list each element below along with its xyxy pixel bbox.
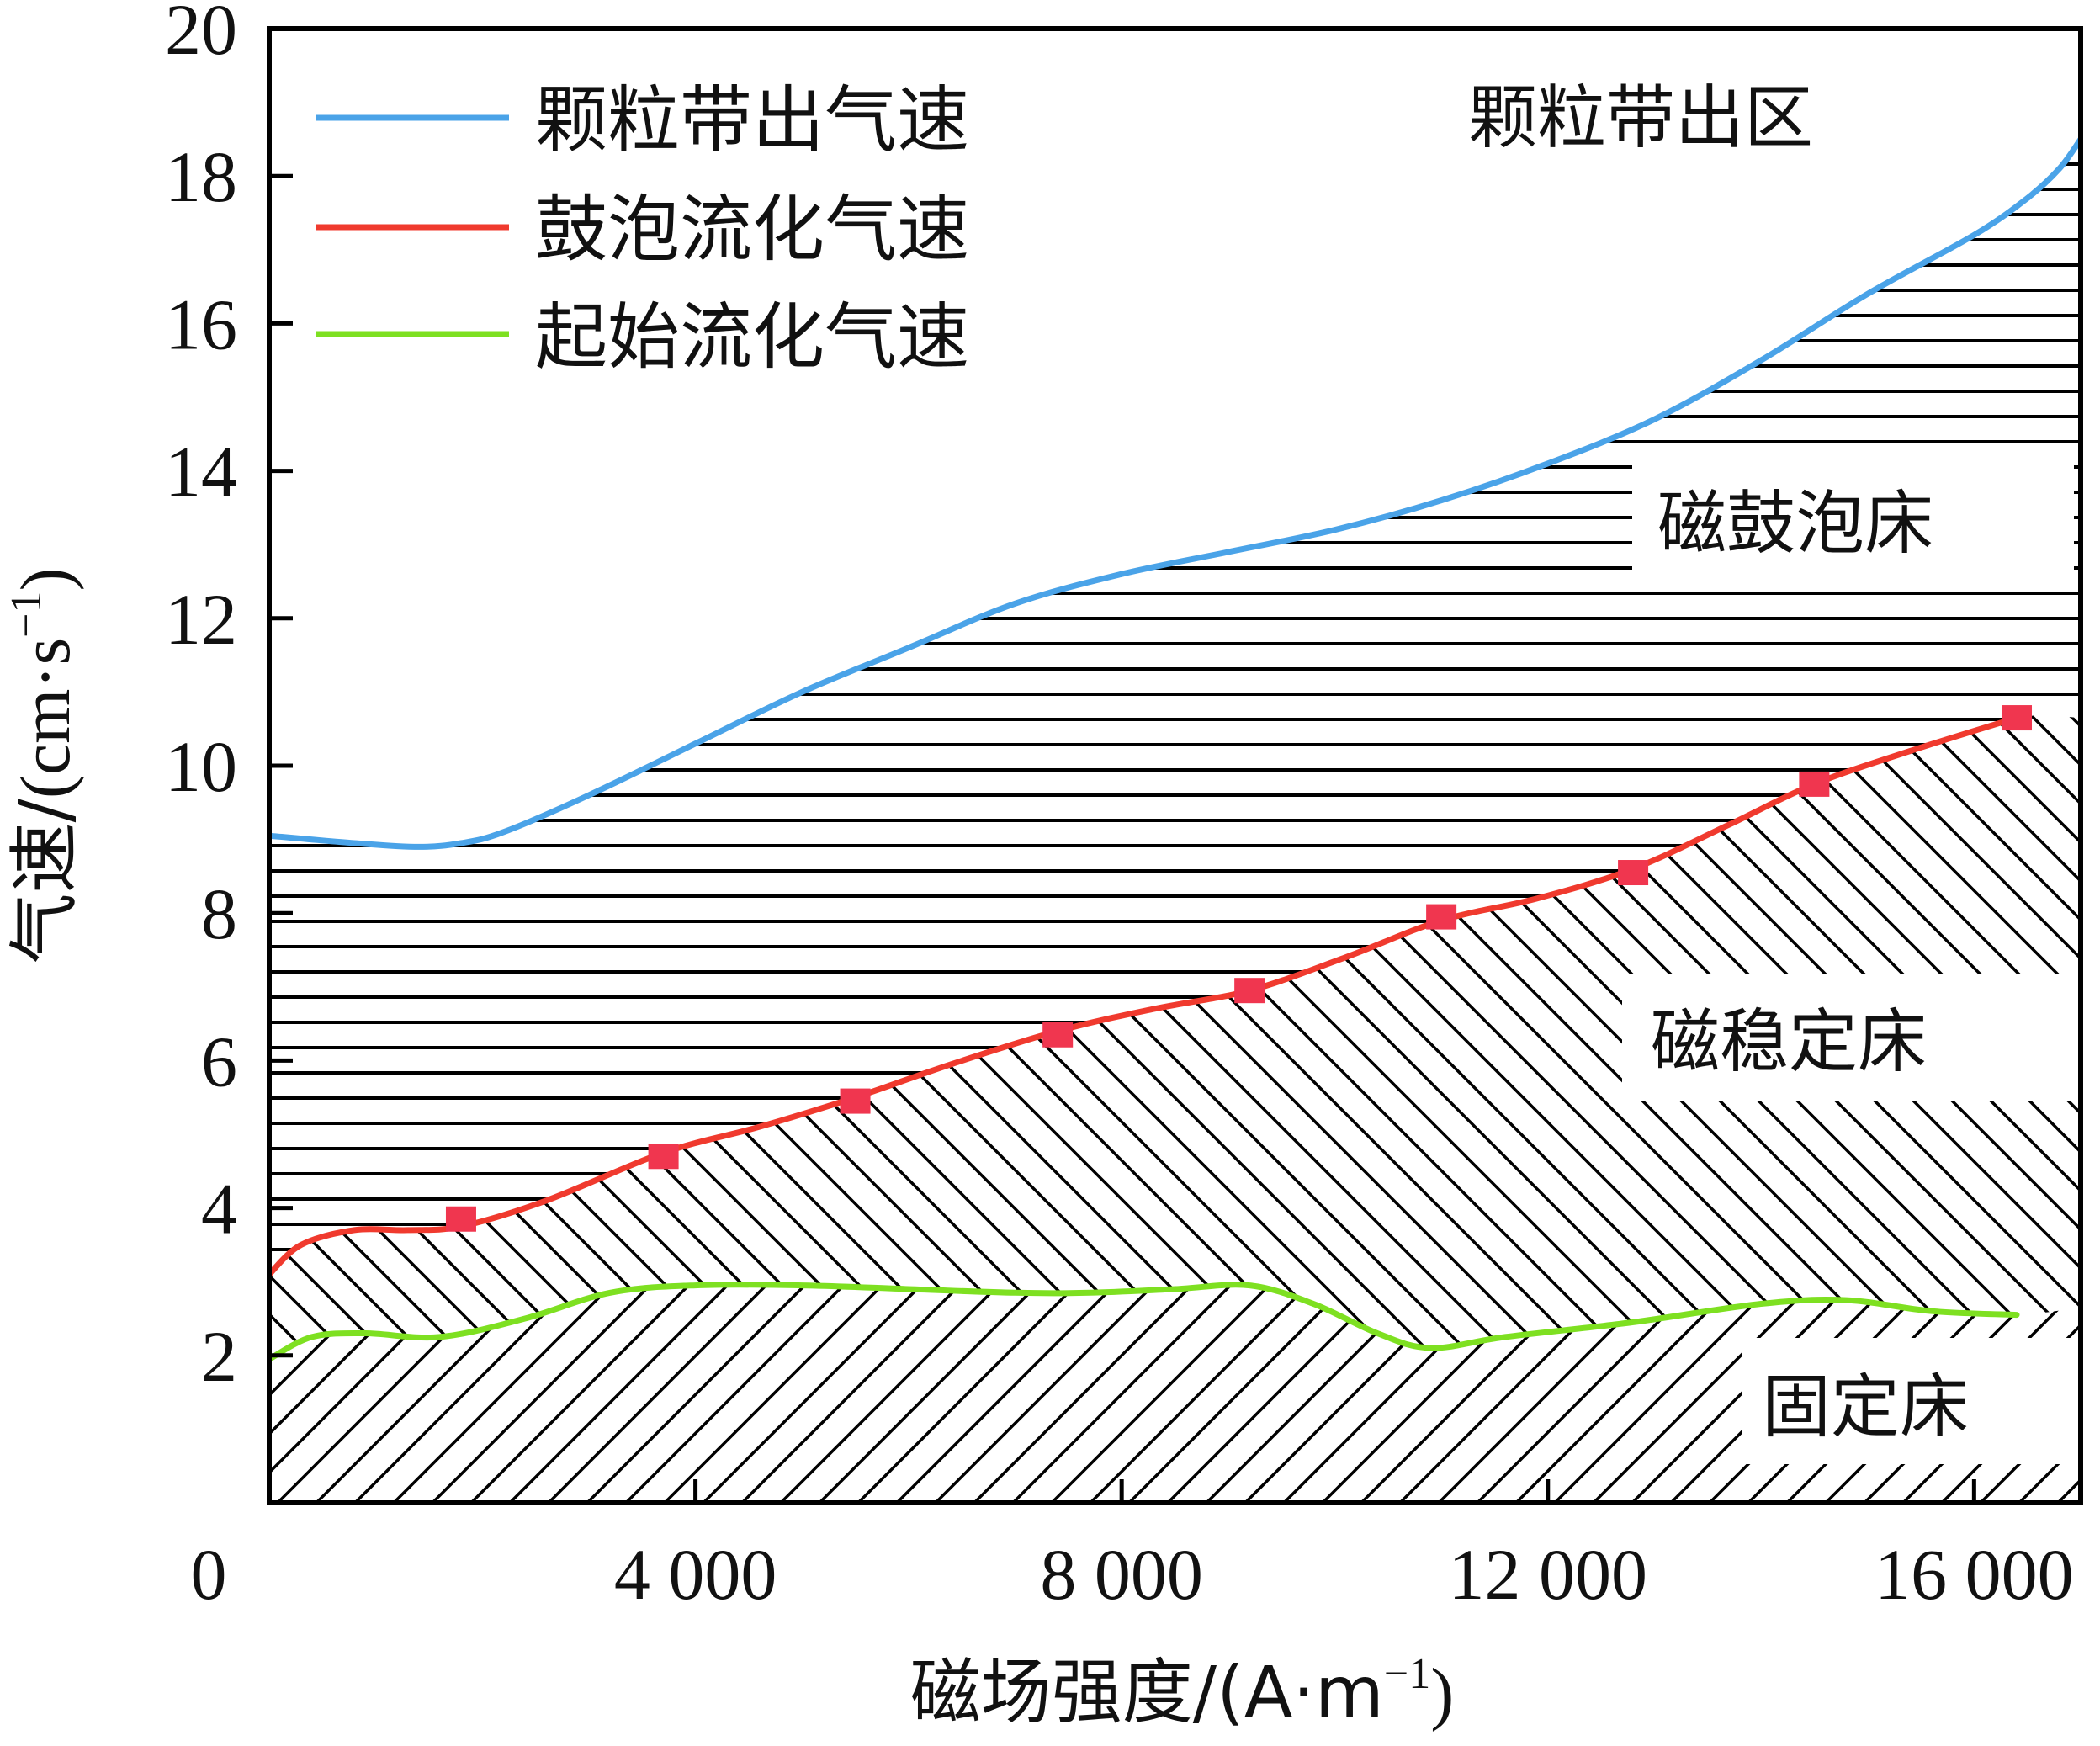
- axis-tick-labels: 0 4 000 8 000 12 000 16 000 2 4 6 8 10 12 14 16 18 20: [165, 0, 2074, 1615]
- region-label-fixed-bed: 固定床: [1762, 1367, 1969, 1447]
- y-tick-label: 14: [165, 432, 237, 512]
- region-bubbling-bed-fill: [269, 139, 2081, 1275]
- y-tick-label: 20: [165, 0, 237, 70]
- y-tick-label: 8: [201, 873, 237, 954]
- y-tick-label: 4: [201, 1169, 237, 1250]
- region-label-bubbling-bed: 磁鼓泡床: [1657, 484, 1933, 564]
- data-marker: [445, 1206, 476, 1232]
- y-tick-label: 16: [165, 284, 237, 364]
- region-label-carryover: 颗粒带出区: [1468, 78, 1813, 158]
- data-markers: [445, 705, 2033, 1232]
- legend: 颗粒带出气速 鼓泡流化气速 起始流化气速: [316, 78, 969, 379]
- data-marker: [2002, 705, 2033, 731]
- y-tick-label: 18: [165, 136, 237, 217]
- axis-ticks: [269, 173, 1976, 1503]
- legend-label-particle-carryover: 颗粒带出气速: [535, 78, 969, 162]
- y-tick-label: 6: [201, 1021, 237, 1101]
- series-line-particle-carryover: [269, 135, 2081, 850]
- x-tick-label: 4 000: [614, 1534, 777, 1615]
- region-label-backgrounds: [1622, 454, 2081, 1464]
- data-marker: [1799, 771, 1830, 797]
- series-line-min-fluidization: [269, 1282, 2020, 1362]
- region-label-stabilized-bed: 磁稳定床: [1651, 1002, 1927, 1082]
- x-tick-label: 12 000: [1449, 1534, 1648, 1615]
- y-tick-label: 10: [165, 726, 237, 807]
- data-marker: [1618, 860, 1649, 886]
- x-tick-label: 16 000: [1875, 1534, 2074, 1615]
- region-label-bg-stabilized: [1622, 974, 2081, 1101]
- y-axis-title: 气速/(cm·s−1): [3, 568, 86, 964]
- legend-label-bubbling: 鼓泡流化气速: [535, 188, 969, 272]
- x-tick-label: 8 000: [1040, 1534, 1203, 1615]
- x-tick-label: 0: [191, 1534, 227, 1615]
- data-marker: [1426, 904, 1457, 930]
- region-label-bg-bubbling: [1632, 454, 2074, 585]
- region-label-bg-fixed: [1742, 1338, 2081, 1464]
- data-marker: [1234, 978, 1265, 1004]
- data-marker: [1042, 1022, 1074, 1048]
- data-marker: [648, 1144, 679, 1170]
- legend-label-min-fluidization: 起始流化气速: [535, 295, 969, 379]
- region-fixed-bed-fill: [269, 1284, 2081, 1503]
- x-axis-title: 磁场强度/(A·m−1): [910, 1650, 1454, 1733]
- y-tick-label: 12: [165, 579, 237, 660]
- y-tick-label: 2: [201, 1316, 237, 1397]
- data-marker: [840, 1088, 871, 1114]
